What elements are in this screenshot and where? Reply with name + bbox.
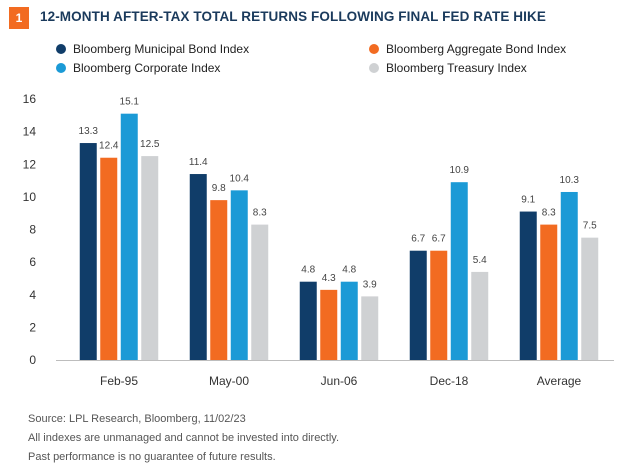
x-tick-label: May-00: [209, 374, 249, 388]
bar-value-label: 12.5: [140, 139, 160, 150]
bar: [430, 250, 448, 360]
bar: [560, 191, 578, 360]
legend-label-municipal: Bloomberg Municipal Bond Index: [73, 42, 250, 56]
bar: [409, 250, 427, 360]
bar: [471, 271, 489, 360]
bar: [581, 237, 599, 360]
x-tick-label: Feb-95: [100, 374, 138, 388]
bar: [320, 289, 338, 360]
y-tick-label: 8: [29, 223, 36, 237]
legend-swatch-municipal: [56, 44, 66, 54]
y-tick-label: 2: [29, 320, 36, 334]
bar-value-label: 15.1: [120, 97, 140, 108]
bar: [519, 211, 537, 360]
bar: [299, 281, 317, 360]
legend-label-treasury: Bloomberg Treasury Index: [386, 61, 527, 75]
legend-item-treasury: Bloomberg Treasury Index: [369, 61, 527, 75]
y-tick-label: 10: [23, 190, 37, 204]
bar: [230, 190, 248, 360]
legend-label-aggregate: Bloomberg Aggregate Bond Index: [386, 42, 567, 56]
figure-number-badge: 1: [9, 7, 29, 29]
bar-value-label: 9.8: [212, 183, 226, 194]
chart-notes: Source: LPL Research, Bloomberg, 11/02/2…: [28, 410, 339, 467]
bar: [340, 281, 358, 360]
y-tick-label: 6: [29, 255, 36, 269]
bar-value-label: 10.9: [450, 165, 470, 176]
legend-swatch-corporate: [56, 63, 66, 73]
bar: [540, 224, 558, 360]
x-tick-label: Dec-18: [430, 374, 469, 388]
bar-value-label: 4.8: [342, 265, 356, 276]
bar: [251, 224, 269, 360]
legend-item-municipal: Bloomberg Municipal Bond Index: [56, 42, 249, 56]
bar-value-label: 12.4: [99, 141, 119, 152]
bar-value-label: 4.3: [322, 273, 336, 284]
x-tick-label: Average: [537, 374, 582, 388]
bar-value-label: 8.3: [253, 208, 267, 219]
bar-value-label: 6.7: [411, 234, 425, 245]
bar-value-label: 10.3: [560, 175, 580, 186]
legend-item-aggregate: Bloomberg Aggregate Bond Index: [369, 42, 566, 56]
y-tick-label: 4: [29, 288, 36, 302]
y-tick-label: 16: [23, 92, 37, 106]
bar: [100, 157, 118, 360]
bar-value-label: 7.5: [583, 221, 597, 232]
source-note: Source: LPL Research, Bloomberg, 11/02/2…: [28, 413, 246, 425]
bar: [79, 143, 97, 360]
bar-value-label: 13.3: [79, 126, 99, 137]
bar-value-label: 11.4: [189, 157, 208, 168]
bar: [141, 156, 159, 360]
performance-note: Past performance is no guarantee of futu…: [28, 451, 276, 463]
bar-value-label: 3.9: [363, 279, 377, 290]
legend-swatch-aggregate: [369, 44, 379, 54]
bar-value-label: 10.4: [230, 173, 250, 184]
y-tick-label: 14: [23, 125, 37, 139]
bar-value-label: 4.8: [301, 265, 315, 276]
chart-title: 12-MONTH AFTER-TAX TOTAL RETURNS FOLLOWI…: [40, 9, 546, 24]
y-tick-label: 12: [23, 157, 37, 171]
bar: [450, 182, 468, 360]
legend-swatch-treasury: [369, 63, 379, 73]
bar-value-label: 6.7: [432, 234, 446, 245]
legend-item-corporate: Bloomberg Corporate Index: [56, 61, 220, 75]
bar: [361, 296, 379, 360]
bar-value-label: 8.3: [542, 208, 556, 219]
y-tick-label: 0: [29, 353, 36, 367]
bar: [189, 174, 207, 360]
bar-value-label: 9.1: [521, 195, 535, 206]
x-tick-label: Jun-06: [321, 374, 358, 388]
disclaimer-note: All indexes are unmanaged and cannot be …: [28, 432, 340, 444]
bar-value-label: 5.4: [473, 255, 487, 266]
legend-label-corporate: Bloomberg Corporate Index: [73, 61, 221, 75]
bar: [120, 113, 138, 361]
bar: [210, 200, 228, 360]
